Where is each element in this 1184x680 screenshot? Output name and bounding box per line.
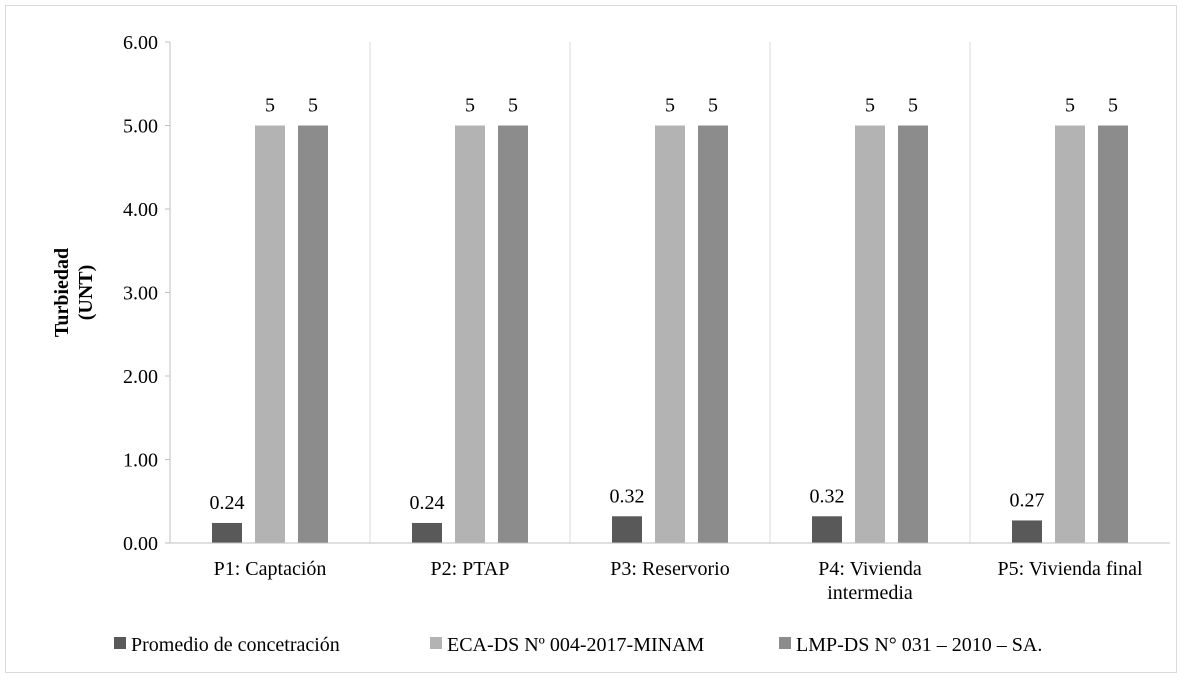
y-tick-label: 3.00 [123, 283, 158, 305]
category-label: P3: Reservorio [610, 558, 729, 580]
legend-label: ECA-DS Nº 004-2017-MINAM [447, 634, 705, 656]
data-label: 5 [708, 95, 718, 117]
data-label: 0.32 [810, 485, 845, 507]
y-tick-label: 6.00 [123, 32, 158, 54]
bar [655, 126, 685, 544]
bar [212, 523, 242, 543]
category-label: P1: Captación [214, 558, 327, 580]
data-label: 5 [1108, 95, 1118, 117]
bar [255, 126, 285, 544]
category-labels: P1: Captación P2: PTAP P3: Reservorio P4: V… [214, 558, 1143, 604]
legend-swatch [779, 637, 791, 649]
bar [412, 523, 442, 543]
data-label: 5 [908, 95, 918, 117]
bar [498, 126, 528, 544]
bar [698, 126, 728, 544]
bar [898, 126, 928, 544]
legend-label: LMP-DS N° 031 – 2010 – SA. [796, 634, 1042, 656]
category-label: P5: Vivienda final [997, 558, 1143, 580]
category-label: P4: Vivienda [818, 558, 922, 580]
bar [298, 126, 328, 544]
data-label: 5 [465, 95, 475, 117]
data-label: 0.32 [610, 485, 645, 507]
data-label: 5 [308, 95, 318, 117]
category-label: P2: PTAP [431, 558, 510, 580]
legend-swatch [114, 637, 126, 649]
bar [1012, 520, 1042, 543]
y-tick-label: 2.00 [123, 366, 158, 388]
y-tick-label: 1.00 [123, 450, 158, 472]
y-axis-title-line: Turbiedad [51, 248, 73, 337]
y-tick-label: 5.00 [123, 116, 158, 138]
y-tick-label: 0.00 [123, 533, 158, 555]
y-tick-labels: 0.00 1.00 2.00 3.00 4.00 5.00 6.00 [123, 32, 158, 555]
data-label: 0.27 [1010, 489, 1045, 511]
category-label: intermedia [827, 582, 913, 604]
legend: Promedio de concetración ECA-DS Nº 004-20… [114, 634, 1042, 656]
legend-label: Promedio de concetración [131, 634, 340, 656]
data-label: 5 [665, 95, 675, 117]
data-label: 5 [265, 95, 275, 117]
bar [1098, 126, 1128, 544]
bar [612, 516, 642, 543]
data-label: 5 [1065, 95, 1075, 117]
data-label: 5 [865, 95, 875, 117]
y-axis-title: Turbiedad (UNT) [51, 248, 97, 337]
data-label: 0.24 [410, 492, 445, 514]
y-axis-title-line: (UNT) [75, 265, 97, 321]
legend-swatch [430, 637, 442, 649]
bars [212, 126, 1128, 544]
y-tick-label: 4.00 [123, 199, 158, 221]
bar [812, 516, 842, 543]
bar [1055, 126, 1085, 544]
data-label: 5 [508, 95, 518, 117]
bar [455, 126, 485, 544]
bar [855, 126, 885, 544]
data-label: 0.24 [210, 492, 245, 514]
